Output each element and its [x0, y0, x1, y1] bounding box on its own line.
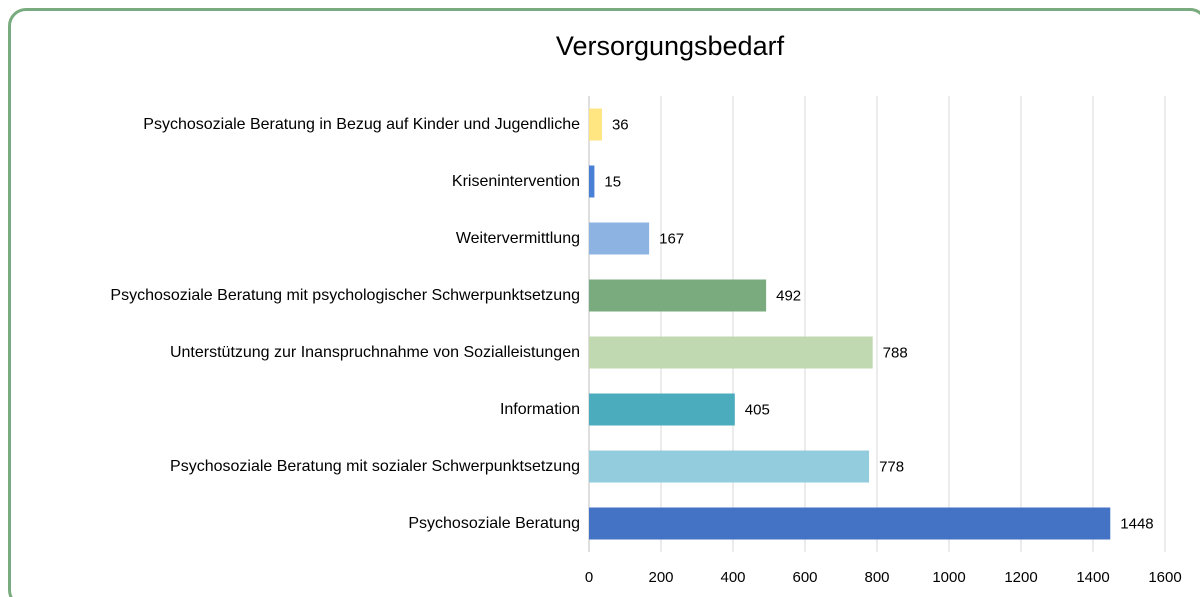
- bar: [589, 450, 870, 483]
- y-tick-label: Weitervermittlung: [455, 230, 580, 247]
- value-label: 15: [604, 173, 621, 190]
- x-tick-label: 400: [720, 569, 745, 586]
- category-label-box: Psychosoziale Beratung in Bezug auf Kind…: [143, 97, 580, 153]
- y-tick-label: Information: [499, 401, 580, 418]
- y-tick-label: Psychosoziale Beratung in Bezug auf Kind…: [143, 116, 580, 133]
- y-tick-label: Unterstützung zur Inanspruchnahme von So…: [169, 344, 580, 361]
- bar: [589, 279, 767, 312]
- y-tick-label: Krisenintervention: [451, 173, 580, 190]
- category-label-box: Psychosoziale Beratung mit psychologisch…: [110, 268, 580, 324]
- y-tick-label: Psychosoziale Beratung: [408, 515, 580, 532]
- category-label-box: Weitervermittlung: [456, 211, 580, 267]
- x-tick-label: 0: [585, 569, 593, 586]
- x-tick-label: 1200: [1004, 569, 1037, 586]
- value-label: 167: [659, 230, 684, 247]
- x-tick-label: 1000: [932, 569, 965, 586]
- category-label-box: Psychosoziale Beratung mit sozialer Schw…: [170, 439, 580, 495]
- value-label: 36: [612, 116, 629, 133]
- x-tick-label: 200: [648, 569, 673, 586]
- x-tick-label: 1600: [1148, 569, 1181, 586]
- category-label-box: Information: [500, 382, 580, 438]
- category-label-box: Psychosoziale Beratung: [408, 496, 580, 552]
- bar: [589, 393, 735, 426]
- value-label: 492: [776, 287, 801, 304]
- value-label: 778: [879, 458, 904, 475]
- value-label: 405: [745, 401, 770, 418]
- value-label: 1448: [1120, 515, 1153, 532]
- bar: [589, 108, 602, 141]
- y-tick-label: Psychosoziale Beratung mit sozialer Schw…: [170, 458, 580, 475]
- x-tick-label: 800: [864, 569, 889, 586]
- chart-title: Versorgungsbedarf: [556, 31, 785, 61]
- value-label: 788: [883, 344, 908, 361]
- x-tick-label: 600: [792, 569, 817, 586]
- category-label-box: Krisenintervention: [452, 154, 580, 210]
- x-tick-label: 1400: [1076, 569, 1109, 586]
- bar: [589, 222, 650, 255]
- bar: [589, 507, 1111, 540]
- y-tick-label: Psychosoziale Beratung mit psychologisch…: [110, 287, 580, 304]
- bar: [589, 165, 595, 198]
- chart-frame: [8, 8, 1200, 597]
- bar: [589, 336, 873, 369]
- category-label-box: Unterstützung zur Inanspruchnahme von So…: [170, 325, 580, 381]
